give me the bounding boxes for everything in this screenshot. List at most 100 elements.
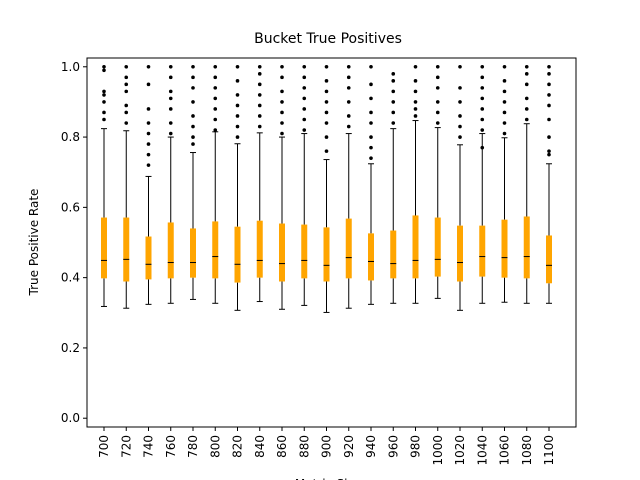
outlier — [257, 72, 262, 76]
outlier — [435, 121, 440, 125]
outlier — [480, 64, 485, 69]
outlier — [480, 145, 485, 150]
outlier — [124, 64, 129, 69]
box — [523, 216, 530, 279]
outlier — [280, 75, 284, 80]
outlier — [102, 89, 106, 94]
outlier — [502, 79, 507, 83]
outlier — [346, 75, 351, 80]
outlier — [480, 107, 485, 111]
outlier — [168, 64, 173, 69]
outlier — [458, 135, 462, 139]
outlier — [146, 152, 151, 157]
x-tick-label: 900 — [320, 435, 334, 458]
box — [390, 230, 397, 279]
outlier — [146, 82, 151, 87]
x-tick-label: 1040 — [475, 435, 489, 466]
outlier — [257, 93, 262, 97]
box — [234, 226, 241, 283]
x-tick-label: 1100 — [542, 435, 556, 466]
outlier — [524, 96, 529, 101]
outlier — [524, 64, 529, 69]
outlier — [235, 93, 240, 97]
outlier — [191, 64, 195, 69]
outlier — [280, 110, 284, 115]
outlier — [435, 110, 440, 115]
outlier — [124, 110, 129, 115]
outlier — [168, 89, 173, 94]
outlier — [524, 72, 529, 76]
outlier — [413, 64, 418, 69]
outlier — [458, 114, 462, 118]
outlier — [235, 64, 240, 69]
outlier — [413, 89, 418, 94]
outlier — [369, 145, 373, 150]
outlier — [213, 107, 218, 111]
outlier — [191, 100, 195, 104]
outlier — [502, 100, 507, 104]
outlier — [235, 79, 240, 83]
box — [190, 228, 196, 278]
outlier — [324, 64, 329, 69]
box — [145, 236, 152, 280]
outlier — [102, 68, 106, 73]
outlier — [502, 89, 507, 94]
box — [167, 222, 174, 279]
x-tick-label: 980 — [409, 435, 423, 458]
outlier — [413, 107, 418, 111]
chart-title: Bucket True Positives — [254, 31, 402, 47]
outlier — [168, 75, 173, 80]
outlier — [524, 107, 529, 111]
y-axis-label: True Positive Rate — [27, 189, 41, 297]
x-tick-label: 840 — [253, 435, 267, 458]
outlier — [302, 107, 307, 111]
outlier — [213, 128, 218, 132]
x-tick-label: 700 — [97, 435, 111, 458]
x-tick-label: 720 — [119, 435, 133, 458]
outlier — [547, 149, 551, 153]
outlier — [524, 117, 529, 122]
outlier — [102, 64, 106, 69]
y-tick-label: 1.0 — [61, 60, 80, 74]
outlier — [346, 124, 351, 129]
outlier — [146, 142, 151, 146]
x-tick-label: 740 — [142, 435, 156, 458]
outlier — [191, 142, 195, 146]
outlier — [235, 103, 240, 108]
outlier — [280, 131, 284, 136]
x-tick-label: 880 — [297, 435, 311, 458]
outlier — [280, 89, 284, 94]
outlier — [547, 64, 551, 69]
outlier — [547, 72, 551, 76]
outlier — [280, 64, 284, 69]
outlier — [146, 64, 151, 69]
box — [301, 224, 308, 279]
y-tick-label: 0.6 — [61, 200, 80, 214]
y-tick-label: 0.0 — [61, 411, 80, 425]
box — [368, 233, 374, 281]
outlier — [146, 131, 151, 136]
x-tick-label: 1000 — [431, 435, 445, 466]
y-tick-label: 0.8 — [61, 130, 80, 144]
outlier — [257, 82, 262, 87]
outlier — [369, 96, 373, 101]
outlier — [346, 114, 351, 118]
plot-frame — [86, 57, 577, 428]
outlier — [435, 100, 440, 104]
x-axis-label: Matrix Size — [295, 477, 361, 480]
outlier — [302, 75, 307, 80]
outlier — [369, 82, 373, 87]
outlier — [391, 100, 396, 104]
outlier — [435, 86, 440, 90]
outlier — [346, 100, 351, 104]
outlier — [168, 121, 173, 125]
outlier — [146, 107, 151, 111]
outlier — [235, 135, 240, 139]
box — [101, 217, 107, 279]
outlier — [302, 117, 307, 122]
x-tick-label: 860 — [275, 435, 289, 458]
outlier — [146, 163, 151, 167]
outlier — [435, 64, 440, 69]
outlier — [124, 82, 129, 87]
outlier — [435, 75, 440, 80]
